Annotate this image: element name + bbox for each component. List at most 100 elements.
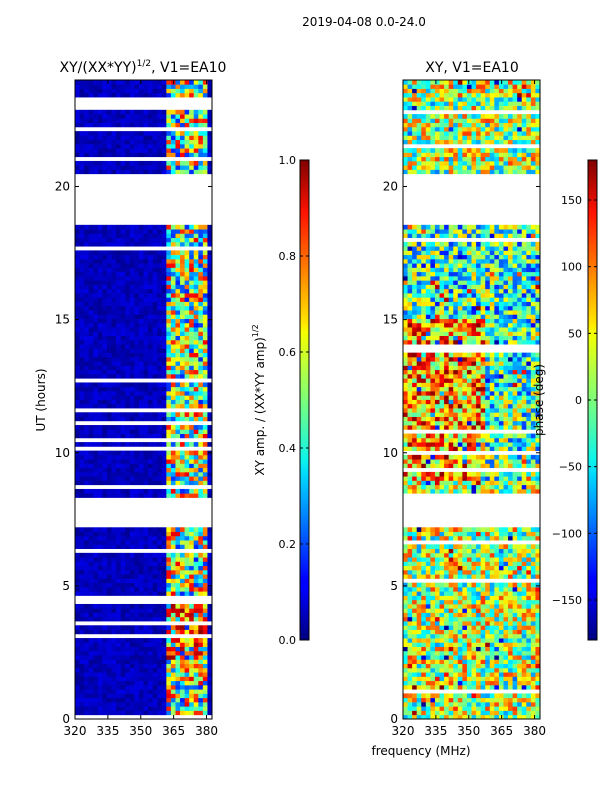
heatmap-cell (517, 655, 523, 660)
heatmap-cell (526, 471, 532, 477)
heatmap-cell (403, 544, 408, 549)
heatmap-cell (102, 540, 108, 545)
heatmap-cell (134, 684, 140, 690)
heatmap-cell (102, 275, 108, 281)
heatmap-cell (439, 659, 445, 665)
heatmap-cell (508, 638, 513, 643)
heatmap-cell (157, 701, 163, 707)
heatmap-cell (161, 241, 167, 247)
heatmap-cell (407, 616, 413, 622)
heatmap-cell (111, 284, 117, 290)
heatmap-cell (403, 650, 408, 656)
heatmap-cell (166, 463, 172, 469)
heatmap-cell (166, 293, 172, 298)
heatmap-cell (134, 399, 140, 405)
heatmap-cell (434, 646, 440, 652)
heatmap-cell (161, 663, 167, 669)
heatmap-cell (152, 314, 158, 319)
heatmap-cell (97, 297, 103, 302)
heatmap-cell (412, 672, 418, 677)
heatmap-cell (125, 531, 131, 537)
heatmap-cell (184, 672, 190, 677)
heatmap-cell (166, 169, 172, 175)
heatmap-cell (180, 139, 185, 145)
heatmap-cell (180, 706, 185, 711)
heatmap-cell (143, 331, 149, 336)
heatmap-cell (407, 714, 413, 720)
heatmap-cell (102, 84, 108, 89)
heatmap-cell (175, 271, 181, 277)
heatmap-cell (102, 310, 108, 315)
heatmap-cell (106, 603, 112, 609)
heatmap-cell (97, 135, 103, 141)
heatmap-cell (138, 667, 144, 673)
heatmap-cell (102, 488, 108, 494)
heatmap-cell (138, 429, 144, 434)
heatmap-cell (457, 672, 463, 677)
heatmap-cell (125, 471, 131, 477)
heatmap-cell (462, 561, 468, 567)
heatmap-cell (517, 710, 523, 716)
heatmap-cell (143, 450, 149, 456)
heatmap-cell (129, 450, 135, 456)
heatmap-cell (88, 348, 94, 354)
heatmap-cell (498, 591, 504, 596)
heatmap-cell (116, 237, 122, 243)
heatmap-cell (129, 288, 135, 294)
heatmap-cell (161, 578, 167, 584)
heatmap-cell (184, 659, 190, 665)
heatmap-cell (503, 565, 509, 571)
heatmap-cell (202, 646, 208, 652)
heatmap-cell (79, 565, 85, 571)
heatmap-cell (425, 638, 431, 643)
heatmap-cell (111, 701, 117, 707)
heatmap-cell (489, 608, 495, 613)
heatmap-cell (106, 382, 112, 388)
heatmap-cell (476, 476, 482, 481)
heatmap-cell (84, 689, 90, 694)
heatmap-cell (494, 531, 500, 537)
heatmap-cell (439, 680, 445, 686)
heatmap-cell (170, 454, 176, 460)
heatmap-cell (97, 241, 103, 247)
heatmap-cell (84, 403, 90, 409)
heatmap-cell (453, 603, 459, 609)
heatmap-cell (430, 535, 436, 541)
heatmap-cell (202, 574, 208, 579)
heatmap-cell (93, 578, 99, 584)
heatmap-cell (134, 625, 140, 630)
heatmap-cell (152, 710, 158, 716)
heatmap-cell (125, 80, 131, 85)
heatmap-cell (425, 561, 431, 567)
heatmap-cell (471, 693, 477, 699)
heatmap-cell (480, 557, 486, 562)
heatmap-cell (508, 459, 513, 464)
heatmap-cell (189, 109, 195, 115)
heatmap-cell (138, 339, 144, 345)
heatmap-cell (111, 412, 117, 417)
heatmap-cell (134, 339, 140, 345)
heatmap-cell (202, 582, 208, 588)
heatmap-cell (407, 574, 413, 579)
heatmap-cell (170, 578, 176, 584)
heatmap-cell (175, 706, 181, 711)
heatmap-cell (120, 574, 126, 579)
heatmap-cell (184, 638, 190, 643)
heatmap-cell (180, 160, 185, 166)
heatmap-cell (193, 574, 199, 579)
heatmap-cell (198, 284, 204, 290)
heatmap-cell (88, 148, 94, 153)
heatmap-cell (175, 544, 181, 549)
heatmap-cell (166, 433, 172, 439)
heatmap-cell (471, 527, 477, 532)
heatmap-cell (93, 586, 99, 592)
heatmap-cell (184, 250, 190, 256)
heatmap-cell (120, 667, 126, 673)
heatmap-cell (180, 386, 185, 392)
heatmap-cell (134, 314, 140, 319)
heatmap-cell (84, 280, 90, 285)
heatmap-cell (457, 633, 463, 639)
heatmap-cell (416, 633, 422, 639)
heatmap-cell (448, 446, 454, 452)
heatmap-cell (489, 471, 495, 477)
